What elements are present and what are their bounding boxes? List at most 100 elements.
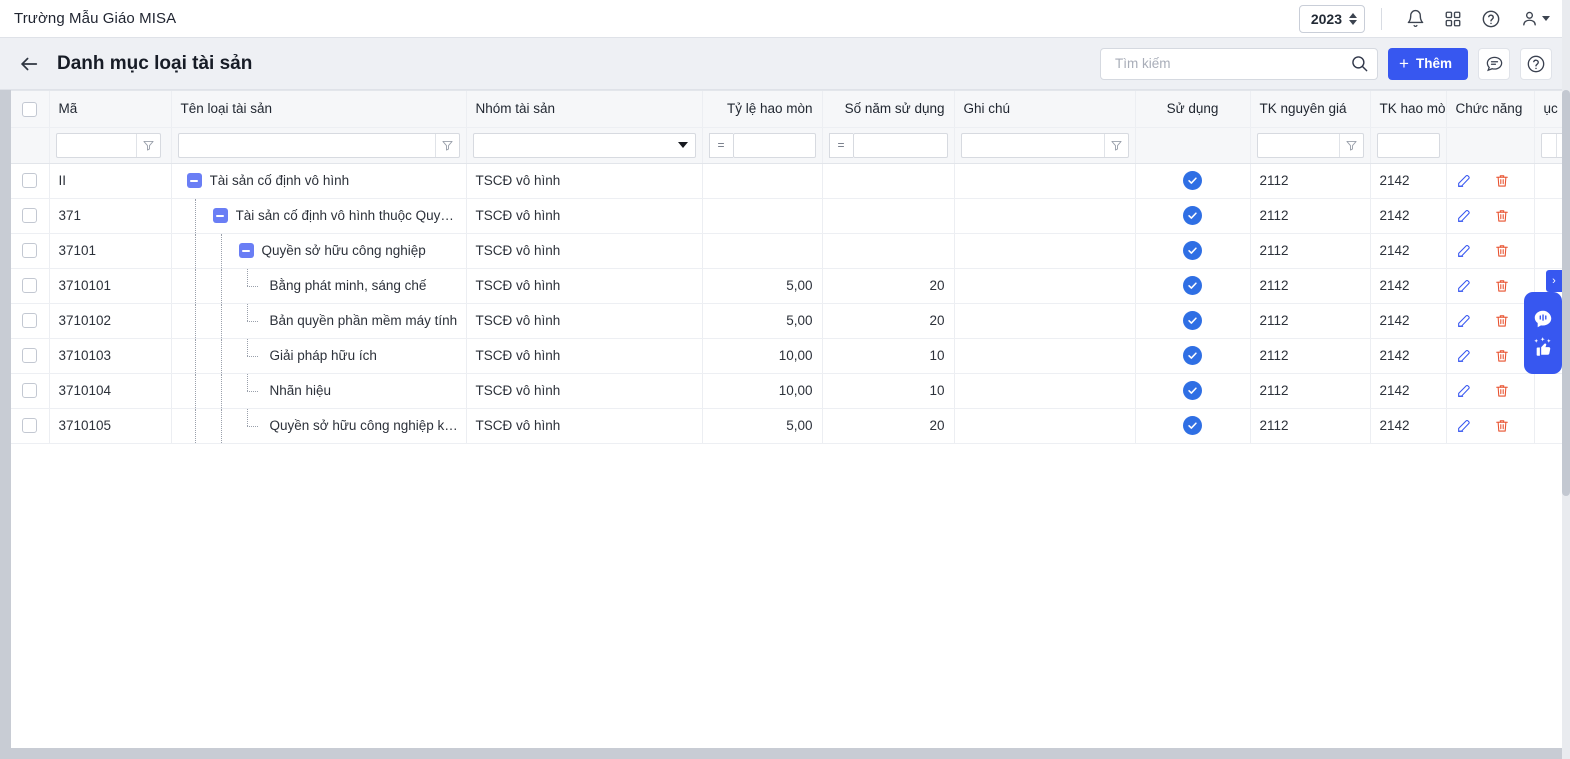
ma-filter[interactable]	[55, 132, 161, 158]
sonam-filter-input[interactable]	[853, 133, 947, 157]
row-checkbox[interactable]	[22, 383, 38, 399]
ten-filter[interactable]	[177, 132, 460, 158]
table-row[interactable]: 371 Tài sản cố định vô hình thuộc Quyết đ…	[11, 198, 1562, 234]
check-circle-icon[interactable]	[1183, 171, 1202, 190]
search-icon[interactable]	[1350, 54, 1369, 73]
edit-icon[interactable]	[1456, 383, 1472, 399]
edit-icon[interactable]	[1456, 418, 1472, 434]
ghichu-filter-input[interactable]	[961, 133, 1104, 157]
column-header-ten[interactable]: Tên loại tài sản	[171, 91, 467, 128]
scrollbar-thumb[interactable]	[1562, 90, 1570, 496]
select-all-checkbox[interactable]	[22, 101, 38, 117]
help-circle-icon[interactable]	[1472, 2, 1510, 36]
delete-icon[interactable]	[1494, 313, 1510, 329]
back-arrow-icon[interactable]	[14, 49, 44, 79]
delete-icon[interactable]	[1494, 418, 1510, 434]
tkhm-filter-input[interactable]	[1377, 133, 1439, 157]
chevron-down-icon[interactable]	[1542, 16, 1550, 21]
search-input[interactable]	[1113, 55, 1351, 72]
column-header-sonam[interactable]: Số năm sử dụng	[822, 91, 955, 128]
tkhm-filter[interactable]	[1376, 132, 1440, 158]
check-circle-icon[interactable]	[1183, 381, 1202, 400]
table-row[interactable]: 3710105 Quyền sở hữu công nghiệp khác... T…	[11, 408, 1562, 444]
column-header-ma[interactable]: Mã	[49, 91, 172, 128]
column-header-nhom[interactable]: Nhóm tài sản	[466, 91, 703, 128]
ma-filter-input[interactable]	[56, 133, 136, 157]
delete-icon[interactable]	[1494, 278, 1510, 294]
check-circle-icon[interactable]	[1183, 276, 1202, 295]
row-checkbox[interactable]	[22, 313, 38, 329]
funnel-icon[interactable]	[434, 133, 459, 157]
delete-icon[interactable]	[1494, 348, 1510, 364]
check-circle-icon[interactable]	[1183, 311, 1202, 330]
muc-filter-input[interactable]	[1541, 133, 1556, 157]
add-button[interactable]: + Thêm	[1388, 47, 1468, 80]
tkng-filter[interactable]	[1256, 132, 1364, 158]
row-checkbox[interactable]	[22, 278, 38, 294]
column-header-tyle[interactable]: Tỷ lệ hao mòn	[702, 91, 823, 128]
help-icon[interactable]	[1520, 47, 1552, 80]
apps-grid-icon[interactable]	[1434, 2, 1472, 36]
table-row[interactable]: 3710102 Bản quyền phần mềm máy tính TSCĐ v…	[11, 303, 1562, 339]
table-row[interactable]: 37101 Quyền sở hữu công nghiệp TSCĐ vô hìn…	[11, 233, 1562, 269]
tyle-filter[interactable]	[732, 132, 816, 158]
row-checkbox[interactable]	[22, 243, 38, 259]
table-row[interactable]: 3710103 Giải pháp hữu ích TSCĐ vô hình 10,0…	[11, 338, 1562, 374]
flyout-toggle-button[interactable]: ›	[1546, 270, 1562, 292]
check-circle-icon[interactable]	[1183, 206, 1202, 225]
bell-icon[interactable]	[1396, 2, 1434, 36]
grid-scroll-area[interactable]: Mã Tên loại tài sản Nhóm tài sản Tỷ lệ hao …	[11, 90, 1562, 748]
user-icon[interactable]	[1510, 2, 1548, 36]
sonam-filter[interactable]	[852, 132, 948, 158]
sonam-operator-button[interactable]: =	[828, 132, 853, 158]
vertical-scrollbar[interactable]	[1562, 0, 1570, 759]
table-row[interactable]: 3710101 Bằng phát minh, sáng chế TSCĐ vô h…	[11, 268, 1562, 304]
funnel-icon[interactable]	[1338, 133, 1363, 157]
tkng-filter-input[interactable]	[1257, 133, 1339, 157]
tyle-filter-input[interactable]	[733, 133, 815, 157]
chat-bubble-icon[interactable]	[1532, 308, 1554, 330]
thumbs-up-icon[interactable]	[1531, 336, 1555, 358]
edit-icon[interactable]	[1456, 173, 1472, 189]
funnel-icon[interactable]	[1103, 133, 1128, 157]
tree-collapse-icon[interactable]	[238, 243, 254, 258]
caret-down-icon[interactable]	[677, 142, 688, 148]
row-checkbox[interactable]	[22, 418, 38, 434]
floating-action-widget[interactable]	[1524, 292, 1562, 374]
row-checkbox[interactable]	[22, 348, 38, 364]
row-checkbox[interactable]	[22, 173, 38, 189]
edit-icon[interactable]	[1456, 278, 1472, 294]
column-header-tkhm[interactable]: TK hao mòn	[1370, 91, 1447, 128]
ghichu-filter[interactable]	[960, 132, 1129, 158]
check-circle-icon[interactable]	[1183, 241, 1202, 260]
edit-icon[interactable]	[1456, 313, 1472, 329]
table-row[interactable]: II Tài sản cố định vô hình TSCĐ vô hình 211…	[11, 163, 1562, 199]
nhom-filter-select[interactable]	[472, 132, 696, 158]
chat-icon[interactable]	[1478, 47, 1510, 80]
edit-icon[interactable]	[1456, 243, 1472, 259]
column-header-tkng[interactable]: TK nguyên giá	[1250, 91, 1371, 128]
ten-filter-input[interactable]	[178, 133, 435, 157]
column-header-chucnang[interactable]: Chức năng	[1446, 91, 1535, 128]
funnel-icon[interactable]	[135, 133, 160, 157]
funnel-icon[interactable]	[1555, 133, 1562, 157]
delete-icon[interactable]	[1494, 208, 1510, 224]
column-header-ghichu[interactable]: Ghi chú	[954, 91, 1136, 128]
delete-icon[interactable]	[1494, 173, 1510, 189]
column-header-sudung[interactable]: Sử dụng	[1135, 91, 1251, 128]
tree-collapse-icon[interactable]	[212, 208, 228, 223]
tyle-operator-button[interactable]: =	[708, 132, 733, 158]
tree-collapse-icon[interactable]	[186, 173, 202, 188]
search-box[interactable]	[1100, 47, 1379, 80]
nhom-filter-input[interactable]	[473, 133, 678, 157]
fiscal-year-stepper[interactable]: 2023	[1298, 4, 1365, 33]
muc-filter[interactable]	[1540, 132, 1562, 158]
check-circle-icon[interactable]	[1183, 416, 1202, 435]
edit-icon[interactable]	[1456, 208, 1472, 224]
stepper-arrows-icon[interactable]	[1349, 12, 1357, 25]
check-circle-icon[interactable]	[1183, 346, 1202, 365]
table-row[interactable]: 3710104 Nhãn hiệu TSCĐ vô hình 10,00 10 2112 2…	[11, 373, 1562, 409]
column-header-muc[interactable]: ục	[1534, 91, 1562, 128]
delete-icon[interactable]	[1494, 243, 1510, 259]
delete-icon[interactable]	[1494, 383, 1510, 399]
